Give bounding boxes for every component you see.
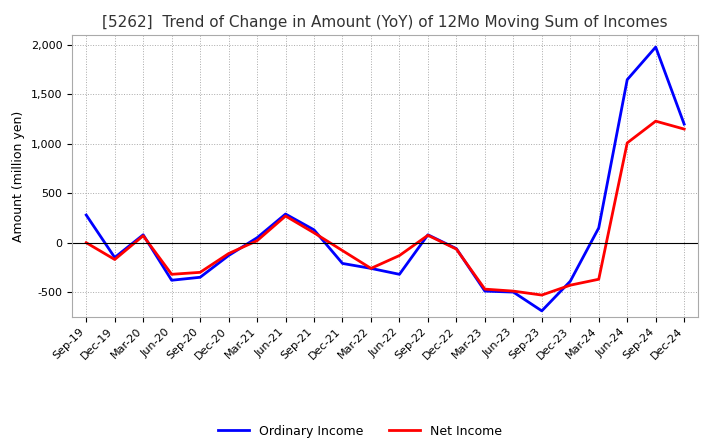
Line: Net Income: Net Income	[86, 121, 684, 295]
Ordinary Income	[595, 225, 603, 231]
Title: [5262]  Trend of Change in Amount (YoY) of 12Mo Moving Sum of Incomes: [5262] Trend of Change in Amount (YoY) o…	[102, 15, 668, 30]
Net Income	[139, 233, 148, 238]
Ordinary Income	[480, 289, 489, 294]
Net Income	[110, 257, 119, 262]
Ordinary Income	[110, 255, 119, 260]
Legend: Ordinary Income, Net Income: Ordinary Income, Net Income	[213, 420, 507, 440]
Net Income	[680, 126, 688, 132]
Net Income	[253, 238, 261, 243]
Ordinary Income	[395, 271, 404, 277]
Ordinary Income	[82, 213, 91, 218]
Ordinary Income	[566, 279, 575, 284]
Ordinary Income	[139, 232, 148, 238]
Ordinary Income	[338, 261, 347, 266]
Ordinary Income	[282, 211, 290, 216]
Net Income	[509, 289, 518, 294]
Ordinary Income	[366, 266, 375, 271]
Ordinary Income	[225, 253, 233, 258]
Ordinary Income	[537, 308, 546, 314]
Net Income	[566, 282, 575, 288]
Net Income	[167, 271, 176, 277]
Ordinary Income	[253, 235, 261, 240]
Ordinary Income	[452, 246, 461, 251]
Net Income	[395, 253, 404, 258]
Net Income	[196, 270, 204, 275]
Net Income	[423, 233, 432, 238]
Net Income	[623, 140, 631, 146]
Net Income	[452, 246, 461, 252]
Ordinary Income	[167, 278, 176, 283]
Net Income	[338, 248, 347, 253]
Ordinary Income	[680, 121, 688, 127]
Y-axis label: Amount (million yen): Amount (million yen)	[12, 110, 25, 242]
Net Income	[480, 286, 489, 292]
Ordinary Income	[509, 290, 518, 295]
Ordinary Income	[423, 232, 432, 238]
Ordinary Income	[310, 227, 318, 232]
Ordinary Income	[652, 44, 660, 50]
Net Income	[310, 230, 318, 235]
Ordinary Income	[196, 275, 204, 280]
Ordinary Income	[623, 77, 631, 82]
Net Income	[366, 266, 375, 271]
Net Income	[595, 277, 603, 282]
Net Income	[537, 293, 546, 298]
Line: Ordinary Income: Ordinary Income	[86, 47, 684, 311]
Net Income	[652, 118, 660, 124]
Net Income	[225, 251, 233, 256]
Net Income	[282, 213, 290, 219]
Net Income	[82, 240, 91, 246]
